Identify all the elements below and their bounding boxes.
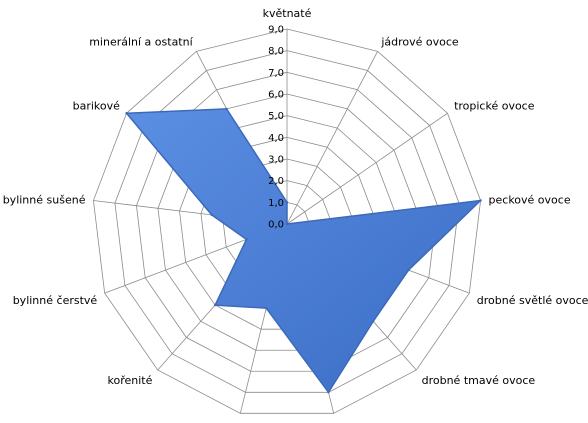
radar-series — [125, 107, 482, 394]
series-point-0 — [285, 201, 289, 204]
tick-label: 8,0 — [268, 46, 284, 57]
category-label: kořenité — [108, 374, 153, 387]
category-label: barikové — [73, 100, 121, 113]
category-label: minerální a ostatní — [89, 35, 193, 48]
grid-spoke-2 — [286, 112, 448, 225]
grid-spoke-1 — [286, 51, 378, 225]
tick-label: 6,0 — [268, 90, 284, 101]
tick-label: 3,0 — [268, 155, 284, 166]
series-point-11 — [125, 112, 128, 115]
category-label: drobné světlé ovoce — [477, 294, 588, 307]
tick-label: 5,0 — [268, 111, 284, 122]
series-point-3 — [479, 199, 482, 202]
tick-label: 4,0 — [268, 133, 284, 144]
category-labels: květnaté jádrové ovoce tropické ovoce pecko… — [3, 7, 588, 387]
tick-label: 9,0 — [268, 25, 284, 36]
grid-ring-8 — [114, 50, 460, 393]
radial-tick-labels: 0,0 1,0 2,0 3,0 4,0 5,0 6,0 7,0 8,0 9,0 — [268, 25, 284, 231]
tick-label: 2,0 — [268, 176, 284, 187]
category-label: jádrové ovoce — [380, 35, 459, 48]
series-point-5 — [372, 320, 375, 323]
tick-label: 1,0 — [268, 198, 284, 209]
category-label: peckové ovoce — [489, 194, 571, 207]
category-label: bylinné sušené — [3, 194, 86, 207]
series-point-12 — [225, 107, 228, 111]
series-point-10 — [210, 213, 213, 217]
category-label: tropické ovoce — [454, 100, 535, 113]
category-label: květnaté — [263, 7, 312, 20]
series-area — [125, 108, 482, 394]
category-label: drobné tmavé ovoce — [422, 374, 536, 387]
series-point-4 — [407, 268, 410, 272]
series-point-6 — [327, 391, 330, 394]
series-point-8 — [213, 303, 217, 307]
series-point-7 — [265, 306, 268, 310]
series-point-9 — [245, 238, 248, 241]
tick-label: 7,0 — [268, 68, 284, 79]
series-point-2 — [285, 222, 289, 226]
category-label: bylinné čerstvé — [13, 294, 98, 307]
grid-ring-9 — [93, 28, 481, 414]
tick-label: 0,0 — [268, 220, 284, 231]
